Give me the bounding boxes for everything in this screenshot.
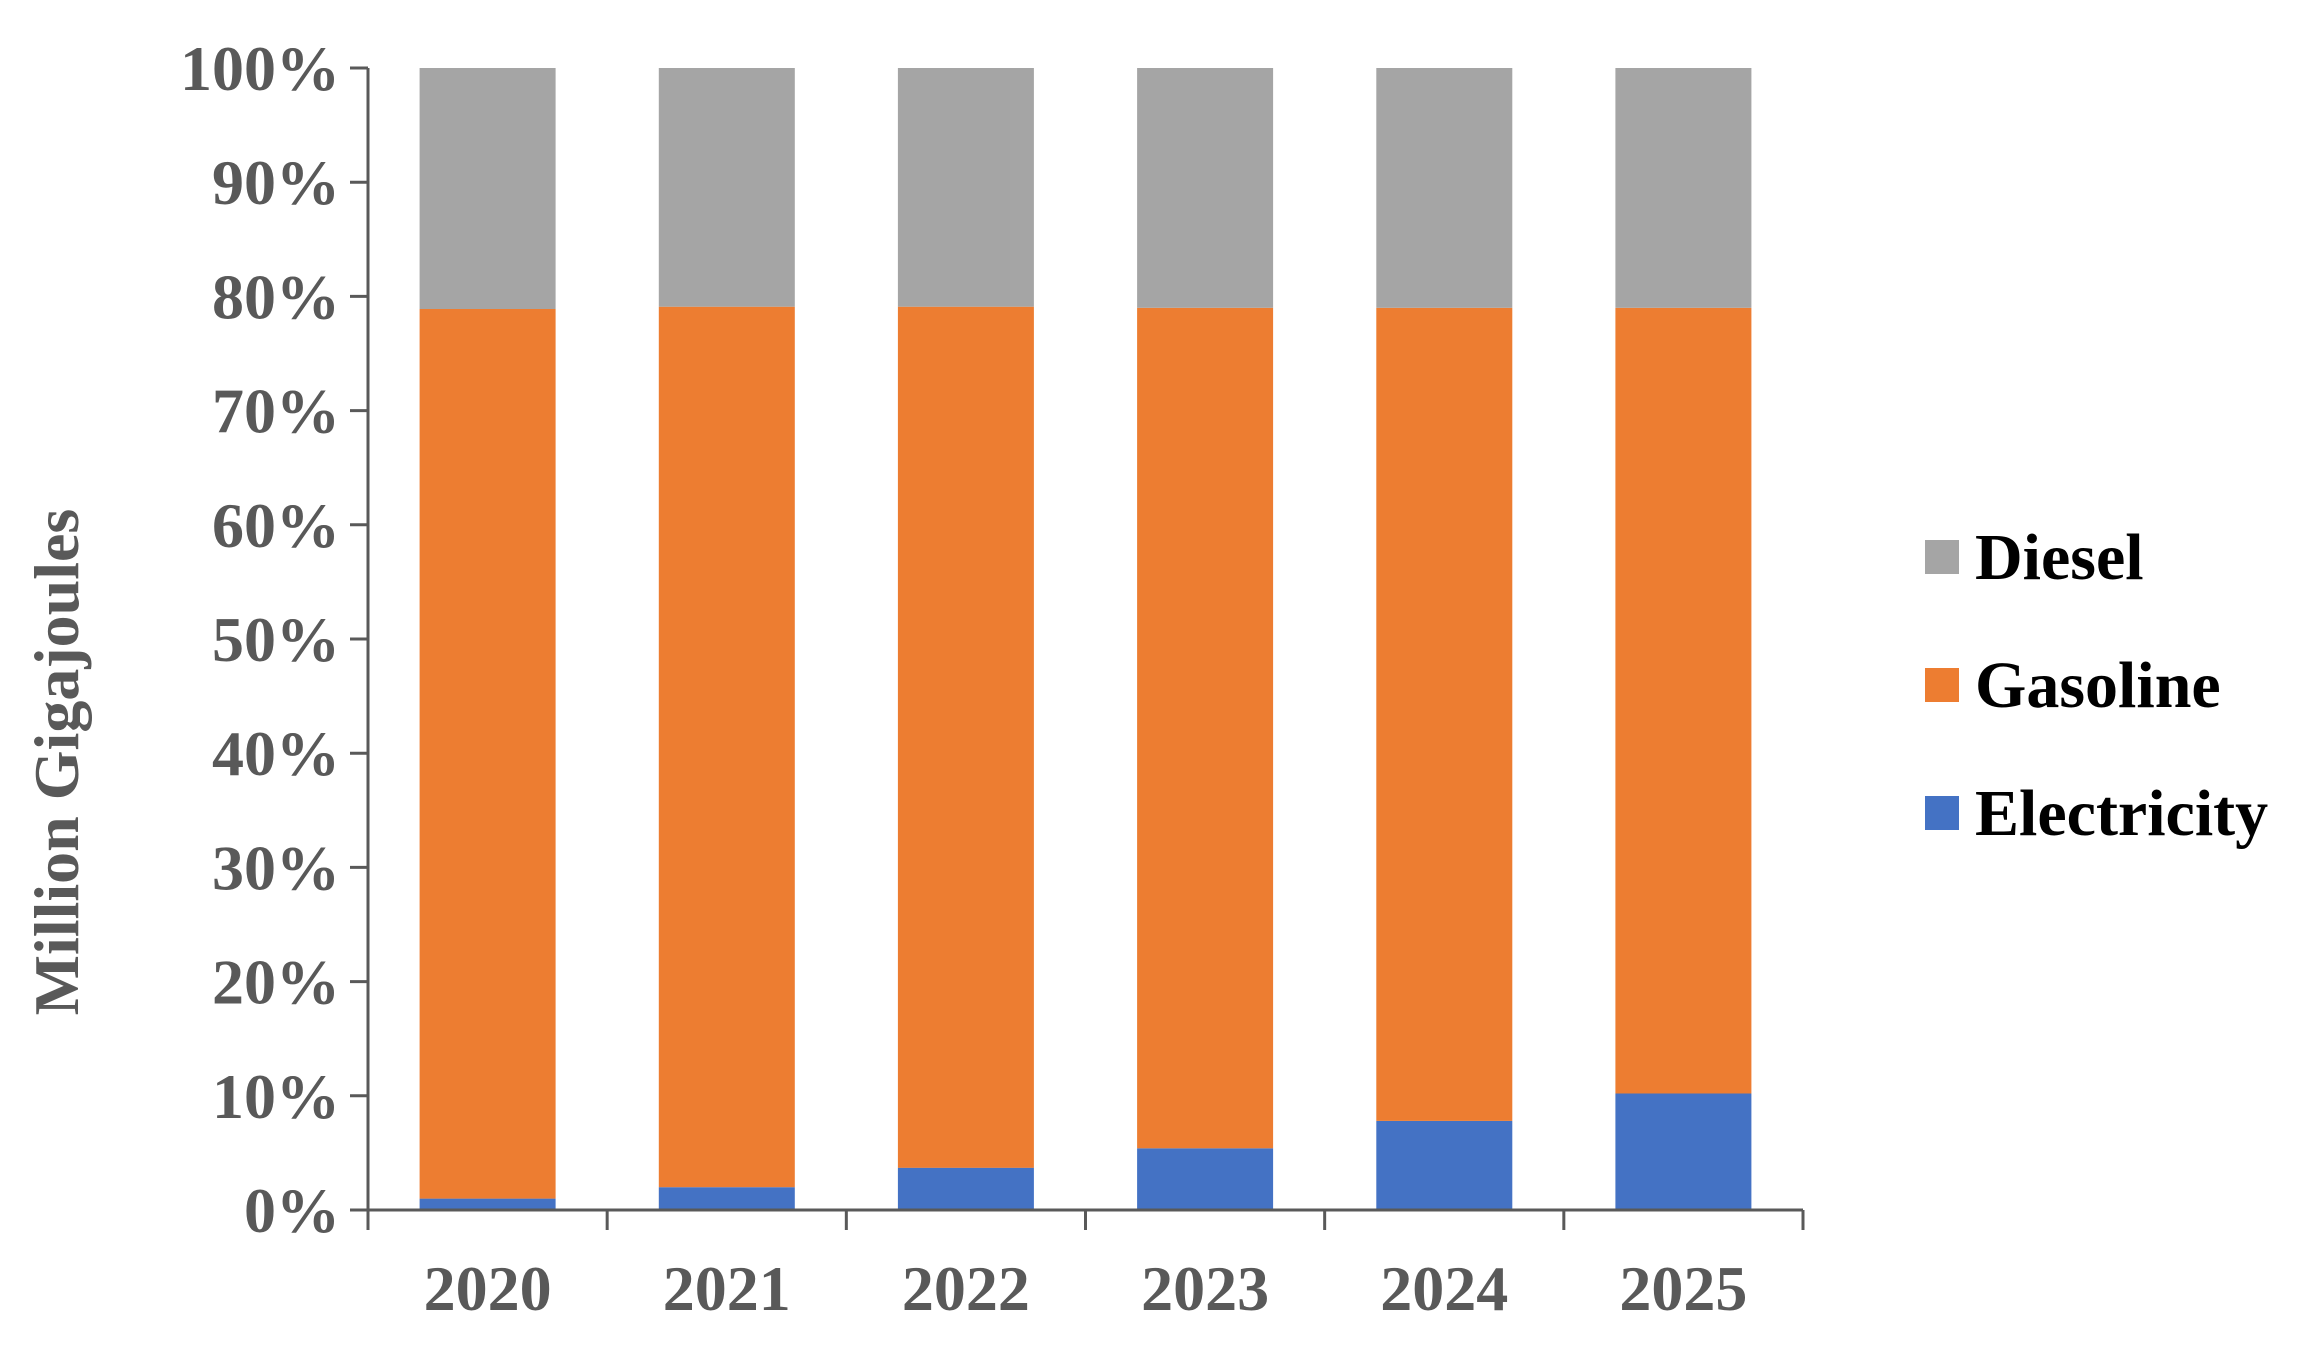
bar-electricity-2024 <box>1376 1120 1513 1210</box>
bar-gasoline-2023 <box>1137 307 1274 1149</box>
x-tick-label: 2022 <box>902 1253 1030 1324</box>
legend: Diesel Gasoline Electricity <box>1925 521 2268 850</box>
legend-swatch-diesel <box>1925 540 1959 574</box>
y-tick-label: 10% <box>212 1061 340 1132</box>
bar-gasoline-2021 <box>658 306 795 1188</box>
y-tick-label: 30% <box>212 832 340 903</box>
bar-electricity-2025 <box>1615 1093 1752 1210</box>
legend-label-gasoline: Gasoline <box>1975 649 2221 722</box>
bar-gasoline-2024 <box>1376 307 1513 1121</box>
y-axis: 0% 10% 20% 30% 40% 50% 60% 70% 80% 90% 100% <box>180 33 370 1246</box>
bar-diesel-2023 <box>1137 68 1274 308</box>
y-tick-label: 20% <box>212 947 340 1018</box>
legend-label-diesel: Diesel <box>1975 521 2144 594</box>
bar-diesel-2020 <box>419 68 556 309</box>
bar-diesel-2022 <box>897 68 1034 307</box>
x-tick-label: 2025 <box>1619 1253 1747 1324</box>
y-tick-label: 0% <box>244 1175 340 1246</box>
bar-electricity-2020 <box>419 1198 556 1210</box>
bar-electricity-2021 <box>658 1187 795 1210</box>
y-tick-label: 90% <box>212 147 340 218</box>
bar-gasoline-2020 <box>419 309 556 1199</box>
y-tick-label: 80% <box>212 261 340 332</box>
legend-swatch-gasoline <box>1925 668 1959 702</box>
y-tick-label: 70% <box>212 376 340 447</box>
y-axis-title-group: Million Gigajoules <box>21 509 92 1016</box>
legend-label-electricity: Electricity <box>1975 777 2268 850</box>
y-tick-label: 60% <box>212 490 340 561</box>
x-axis: 2020 2021 2022 2023 2024 2025 <box>366 1208 1805 1324</box>
bar-gasoline-2022 <box>897 306 1034 1168</box>
y-tick-label: 40% <box>212 718 340 789</box>
bar-electricity-2023 <box>1137 1148 1274 1210</box>
legend-swatch-electricity <box>1925 796 1959 830</box>
bar-diesel-2021 <box>658 68 795 307</box>
x-tick-label: 2023 <box>1141 1253 1269 1324</box>
y-axis-title: Million Gigajoules <box>21 509 92 1016</box>
y-tick-label: 100% <box>180 33 340 104</box>
bar-electricity-2022 <box>897 1167 1034 1210</box>
bar-diesel-2025 <box>1615 68 1752 308</box>
x-tick-label: 2021 <box>663 1253 791 1324</box>
x-tick-label: 2020 <box>424 1253 552 1324</box>
x-tick-label: 2024 <box>1380 1253 1508 1324</box>
y-tick-label: 50% <box>212 604 340 675</box>
bar-diesel-2024 <box>1376 68 1513 308</box>
bar-gasoline-2025 <box>1615 307 1752 1094</box>
bars-layer <box>419 68 1752 1210</box>
